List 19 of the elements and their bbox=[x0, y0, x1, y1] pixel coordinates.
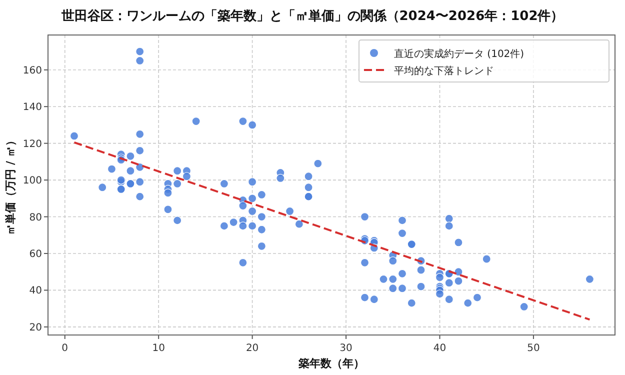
chart-title: 世田谷区：ワンルームの「築年数」と「㎡単価」の関係（2024〜2026年：102件） bbox=[60, 9, 564, 24]
y-axis-title: ㎡単価（万円 / ㎡） bbox=[4, 135, 17, 235]
y-tick-label: 20 bbox=[29, 322, 42, 334]
x-tick-label: 0 bbox=[62, 343, 68, 354]
y-tick-label: 60 bbox=[29, 248, 42, 260]
x-tick-label: 40 bbox=[433, 343, 446, 354]
y-tick-label: 160 bbox=[22, 65, 42, 76]
x-tick-label: 20 bbox=[246, 343, 259, 354]
x-axis-title: 築年数（年） bbox=[298, 357, 364, 370]
legend-label: 平均的な下落トレンド bbox=[394, 65, 494, 77]
legend-label: 直近の実成約データ (102件) bbox=[394, 48, 524, 60]
y-tick-label: 80 bbox=[29, 212, 42, 224]
x-tick-label: 10 bbox=[152, 343, 165, 354]
y-tick-label: 140 bbox=[22, 102, 42, 114]
x-tick-label: 50 bbox=[527, 343, 540, 354]
y-tick-label: 40 bbox=[29, 286, 42, 297]
x-tick-label: 30 bbox=[340, 343, 352, 354]
y-tick-label: 120 bbox=[22, 138, 42, 150]
y-tick-label: 100 bbox=[22, 176, 42, 187]
